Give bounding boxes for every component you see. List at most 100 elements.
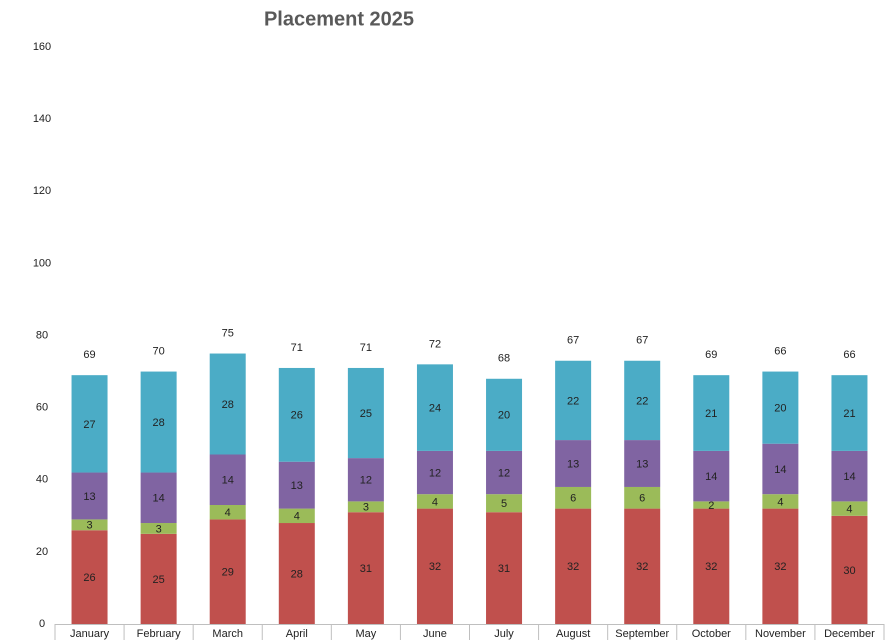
- y-tick-label: 80: [36, 329, 48, 341]
- bar-segment: [762, 371, 799, 444]
- value-label: 28: [291, 568, 303, 580]
- bar-segment: [209, 504, 246, 520]
- y-tick-label: 20: [36, 546, 48, 558]
- value-label: 4: [777, 496, 783, 508]
- value-label: 32: [705, 561, 717, 573]
- total-label: 67: [636, 335, 648, 347]
- total-label: 67: [567, 335, 579, 347]
- bar-segment: [693, 450, 730, 502]
- bar-segment: [71, 519, 108, 531]
- bar-segment: [416, 508, 453, 624]
- value-label: 29: [222, 567, 234, 579]
- chart-title: Placement 2025: [264, 8, 414, 30]
- value-label: 13: [567, 458, 579, 470]
- total-label: 75: [222, 327, 234, 339]
- bar-segment: [209, 519, 246, 624]
- bar-segment: [693, 501, 730, 509]
- value-label: 13: [636, 458, 648, 470]
- value-label: 12: [498, 467, 510, 479]
- bar-segment: [140, 533, 177, 624]
- bar-segment: [140, 523, 177, 534]
- value-label: 21: [705, 408, 717, 420]
- x-tick-label: December: [824, 628, 875, 640]
- value-label: 14: [153, 493, 165, 505]
- value-label: 6: [570, 493, 576, 505]
- value-label: 21: [843, 408, 855, 420]
- y-tick-label: 0: [39, 618, 45, 630]
- value-label: 32: [567, 561, 579, 573]
- bar-segment: [140, 472, 177, 524]
- value-label: 26: [83, 572, 95, 584]
- value-label: 3: [363, 502, 369, 514]
- bar-segment: [209, 353, 246, 455]
- bar-segment: [347, 367, 384, 459]
- bar-segment: [416, 450, 453, 495]
- bar-segment: [71, 375, 108, 473]
- bar-segment: [762, 443, 799, 495]
- bar-segment: [486, 512, 523, 624]
- bar-segment: [347, 512, 384, 624]
- total-label: 69: [705, 349, 717, 361]
- value-label: 3: [86, 520, 92, 532]
- bar-segment: [71, 472, 108, 520]
- value-label: 27: [83, 419, 95, 431]
- bar-segment: [278, 508, 315, 524]
- total-label: 71: [360, 342, 372, 354]
- bar-segment: [486, 494, 523, 513]
- bar-segment: [486, 450, 523, 495]
- bar-segment: [624, 360, 661, 441]
- x-tick-label: June: [423, 628, 447, 640]
- bar-segment: [624, 440, 661, 487]
- value-label: 31: [360, 563, 372, 575]
- value-label: 32: [774, 561, 786, 573]
- value-label: 4: [294, 511, 300, 523]
- y-tick-label: 40: [36, 474, 48, 486]
- total-label: 70: [153, 345, 165, 357]
- value-label: 31: [498, 563, 510, 575]
- bar-segment: [347, 501, 384, 513]
- bar-segment: [555, 486, 592, 509]
- bar-segment: [831, 450, 868, 502]
- bar-segment: [486, 378, 523, 451]
- value-label: 6: [639, 493, 645, 505]
- x-tick-label: March: [212, 628, 243, 640]
- bar-segment: [831, 501, 868, 516]
- y-tick-label: 60: [36, 402, 48, 414]
- total-label: 68: [498, 353, 510, 365]
- bar-segment: [140, 371, 177, 473]
- value-label: 14: [774, 464, 786, 476]
- bar-segment: [416, 364, 453, 451]
- y-tick-label: 120: [33, 185, 51, 197]
- bar-segment: [555, 508, 592, 624]
- x-tick-label: May: [355, 628, 376, 640]
- value-label: 3: [156, 523, 162, 535]
- x-tick-label: October: [692, 628, 731, 640]
- x-tick-label: November: [755, 628, 806, 640]
- bar-segment: [416, 494, 453, 509]
- x-tick-label: January: [70, 628, 110, 640]
- value-label: 14: [222, 475, 234, 487]
- value-label: 13: [291, 480, 303, 492]
- bar-segment: [555, 440, 592, 487]
- bar-segment: [71, 530, 108, 624]
- value-label: 32: [429, 561, 441, 573]
- bar-segment: [624, 486, 661, 509]
- bar-segment: [624, 508, 661, 624]
- value-label: 20: [498, 410, 510, 422]
- value-label: 14: [705, 471, 717, 483]
- value-label: 22: [567, 395, 579, 407]
- value-label: 22: [636, 395, 648, 407]
- value-label: 25: [360, 408, 372, 420]
- value-label: 13: [83, 491, 95, 503]
- x-tick-label: August: [556, 628, 590, 640]
- bar-segment: [555, 360, 592, 441]
- value-label: 26: [291, 410, 303, 422]
- y-tick-label: 140: [33, 113, 51, 125]
- total-label: 71: [291, 342, 303, 354]
- bar-segment: [278, 523, 315, 624]
- bar-segment: [831, 375, 868, 451]
- value-label: 28: [153, 417, 165, 429]
- x-tick-label: July: [494, 628, 514, 640]
